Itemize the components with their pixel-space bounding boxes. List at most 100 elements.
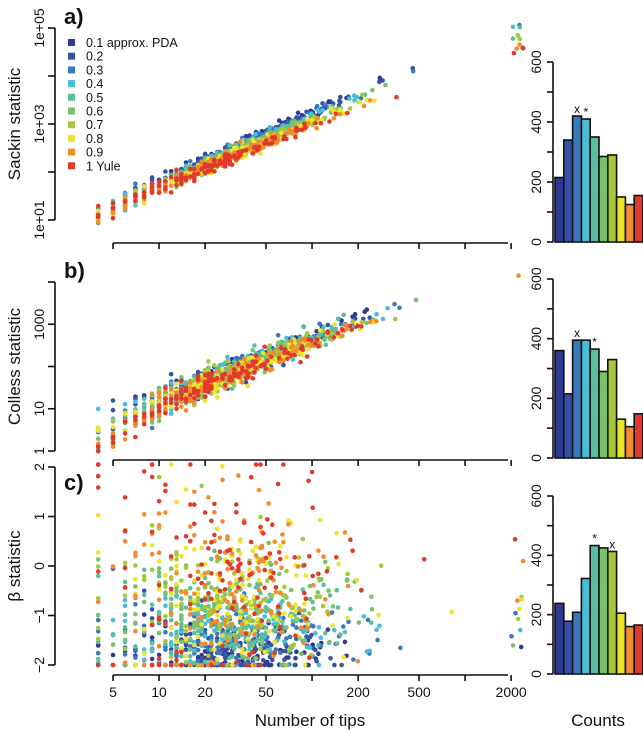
data-point (183, 660, 189, 665)
data-point (243, 147, 249, 153)
y-tick-label: 0 (31, 562, 47, 570)
data-point (302, 608, 307, 613)
data-point (133, 611, 138, 617)
data-point (347, 106, 353, 111)
data-point (510, 36, 516, 41)
data-point (360, 92, 365, 97)
legend-swatch (68, 134, 75, 142)
data-point (156, 630, 162, 636)
data-point (261, 559, 266, 564)
data-point (195, 586, 201, 592)
hist-y-tick-label: 0 (528, 670, 544, 678)
data-point (247, 631, 252, 636)
data-point (220, 366, 225, 372)
data-point (258, 524, 263, 530)
data-point (220, 662, 225, 668)
data-point (149, 177, 155, 183)
data-point (209, 662, 214, 668)
data-point (122, 652, 128, 657)
data-point (188, 647, 193, 652)
data-point (141, 657, 147, 662)
data-point (283, 341, 288, 346)
data-point (238, 538, 243, 543)
data-point (229, 627, 235, 632)
data-point (296, 555, 302, 560)
data-point (202, 583, 208, 588)
data-point (253, 353, 259, 358)
data-point (293, 134, 298, 140)
data-point (259, 618, 265, 624)
histogram-bar (554, 602, 565, 675)
data-point (354, 94, 360, 100)
data-point (338, 321, 344, 327)
data-point (122, 411, 128, 416)
data-point (174, 401, 179, 407)
data-point (122, 646, 128, 652)
hist-y-tick-label: 200 (528, 170, 544, 194)
data-point (342, 530, 348, 535)
data-point (133, 662, 138, 668)
data-point (302, 336, 308, 342)
data-point (133, 434, 138, 440)
data-point (284, 569, 289, 574)
data-point (95, 625, 101, 631)
data-point (192, 386, 197, 392)
data-point (95, 569, 101, 574)
data-point (227, 370, 233, 376)
data-point (398, 645, 403, 651)
data-point (305, 622, 311, 627)
data-point (149, 616, 155, 621)
data-point (209, 540, 214, 545)
panel-label: c) (64, 470, 84, 495)
data-point (122, 528, 128, 534)
data-point (314, 337, 320, 342)
data-point (262, 585, 268, 591)
histogram-bar (589, 348, 600, 459)
data-point (141, 411, 147, 417)
data-point (95, 425, 101, 430)
data-point (227, 634, 233, 640)
data-point (209, 386, 214, 391)
data-point (220, 376, 225, 381)
data-point (520, 558, 526, 564)
scatter-points (95, 22, 526, 668)
data-point (256, 560, 262, 565)
data-point (321, 324, 326, 330)
data-point (377, 623, 382, 629)
data-point (206, 581, 211, 586)
data-point (183, 487, 189, 492)
data-point (110, 430, 116, 436)
data-point (174, 176, 179, 181)
data-point (202, 597, 208, 602)
data-point (302, 601, 307, 607)
data-point (149, 420, 155, 425)
data-point (174, 182, 179, 188)
data-point (364, 97, 370, 103)
data-point (380, 78, 385, 83)
legend-entry: 0.5 (86, 91, 103, 105)
data-point (262, 362, 268, 367)
data-point (95, 473, 101, 479)
data-point (304, 109, 309, 115)
data-point (110, 440, 116, 446)
data-point (209, 571, 214, 576)
data-point (272, 639, 278, 645)
data-point (275, 340, 281, 346)
data-point (95, 650, 101, 656)
data-point (247, 652, 252, 657)
data-point (168, 190, 174, 195)
data-point (225, 358, 230, 364)
data-point (183, 623, 189, 629)
data-point (141, 469, 147, 474)
data-point (95, 444, 101, 449)
data-point (283, 662, 288, 668)
data-point (199, 378, 204, 383)
data-point (163, 407, 168, 412)
data-point (314, 329, 319, 334)
histogram-bar (606, 154, 618, 243)
data-point (110, 652, 116, 658)
data-point (271, 622, 276, 627)
data-point (122, 419, 128, 425)
data-point (141, 662, 147, 668)
data-point (174, 168, 179, 173)
